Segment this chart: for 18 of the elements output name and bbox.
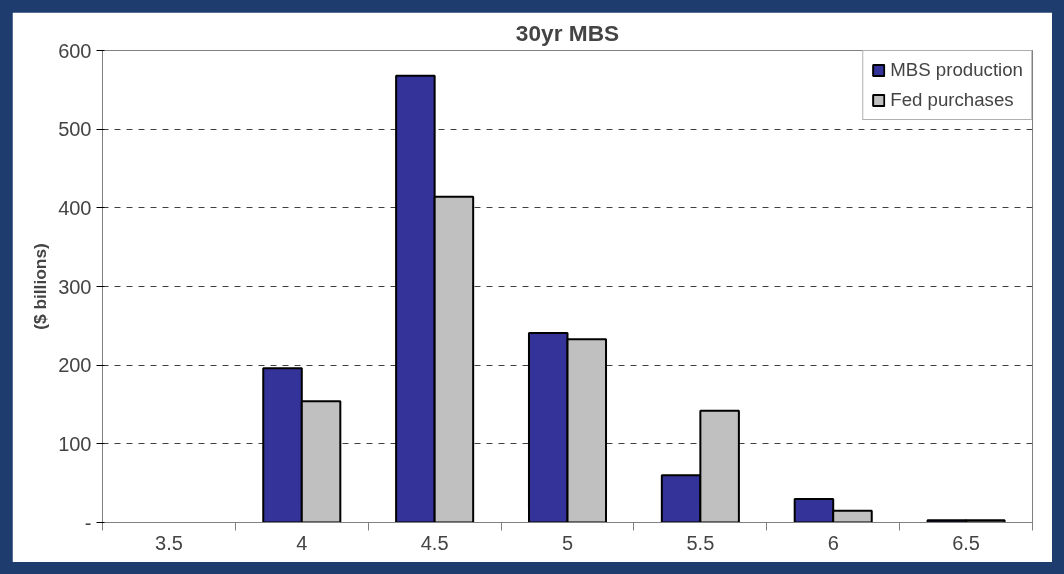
y-tick-label: - [84,511,92,534]
legend-label: Fed purchases [890,89,1014,111]
y-tick-label: 100 [58,432,92,455]
y-tick-label: 500 [58,118,92,141]
x-tick-label: 6 [827,531,839,554]
y-axis-title: ($ billions) [30,243,51,330]
x-tick-label: 4 [296,531,308,554]
x-tick-label: 4.5 [420,531,449,554]
x-tick-label: 5 [561,531,574,554]
y-tick-label: 300 [58,275,92,298]
legend-label: MBS production [890,59,1023,81]
x-tick-label: 6.5 [952,531,980,554]
x-tick-label: 3.5 [155,531,183,554]
y-tick-label: 600 [58,39,92,62]
y-tick-label: 400 [58,196,92,219]
x-tick-label: 5.5 [686,531,715,554]
y-tick-label: 200 [58,354,92,377]
chart-title: 30yr MBS [515,19,620,46]
